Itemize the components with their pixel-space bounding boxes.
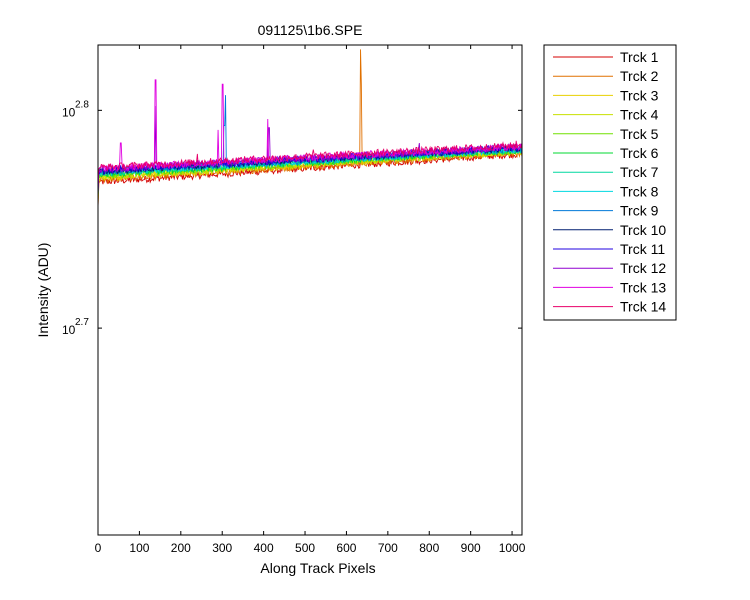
plot-frame bbox=[97, 44, 523, 536]
series-layer bbox=[98, 49, 522, 208]
legend-label-12: Trck 12 bbox=[620, 260, 666, 276]
legend-label-9: Trck 9 bbox=[620, 203, 659, 219]
x-tick-label: 100 bbox=[129, 541, 149, 555]
y-tick-label-base: 10 bbox=[62, 105, 76, 119]
series-line-1 bbox=[98, 149, 522, 208]
chart-title: 091125\1b6.SPE bbox=[258, 22, 363, 38]
plot-area: 0 100 200 300 400 500 600 700 800 900 1000 102.810… bbox=[62, 44, 526, 555]
x-tick-label: 800 bbox=[419, 541, 439, 555]
legend-label-2: Trck 2 bbox=[620, 68, 659, 84]
y-tick-label-base: 10 bbox=[62, 323, 76, 337]
x-tick-label: 500 bbox=[295, 541, 315, 555]
y-tick-label-exponent: 2.7 bbox=[75, 317, 89, 328]
legend-label-3: Trck 3 bbox=[620, 87, 659, 103]
x-axis-label: Along Track Pixels bbox=[260, 560, 375, 576]
x-tick-label: 1000 bbox=[499, 541, 526, 555]
legend-box bbox=[543, 44, 677, 321]
legend-items: Trck 1 Trck 2 Trck 3 Trck 4 Trck 5 Trck 6 Trck… bbox=[553, 49, 666, 315]
legend-label-1: Trck 1 bbox=[620, 49, 659, 65]
x-tick-label: 600 bbox=[336, 541, 356, 555]
legend-label-8: Trck 8 bbox=[620, 183, 659, 199]
legend-label-13: Trck 13 bbox=[620, 279, 666, 295]
legend-label-7: Trck 7 bbox=[620, 164, 659, 180]
legend-label-10: Trck 10 bbox=[620, 222, 666, 238]
legend-label-14: Trck 14 bbox=[620, 299, 666, 315]
x-tick-label: 400 bbox=[254, 541, 274, 555]
y-tick-label-exponent: 2.8 bbox=[75, 99, 89, 110]
x-tick-label: 200 bbox=[171, 541, 191, 555]
x-tick-label: 0 bbox=[95, 541, 102, 555]
series-line-14 bbox=[98, 140, 522, 179]
legend-label-6: Trck 6 bbox=[620, 145, 659, 161]
legend-label-11: Trck 11 bbox=[620, 241, 665, 257]
x-tick-label: 700 bbox=[378, 541, 398, 555]
legend-label-5: Trck 5 bbox=[620, 126, 659, 142]
legend: Trck 1 Trck 2 Trck 3 Trck 4 Trck 5 Trck 6 Trck… bbox=[543, 44, 677, 321]
y-axis-label: Intensity (ADU) bbox=[35, 243, 51, 338]
x-tick-label: 300 bbox=[212, 541, 232, 555]
x-axis-ticks: 0 100 200 300 400 500 600 700 800 900 1000 bbox=[95, 45, 526, 555]
x-tick-label: 900 bbox=[461, 541, 481, 555]
legend-label-4: Trck 4 bbox=[620, 107, 659, 123]
